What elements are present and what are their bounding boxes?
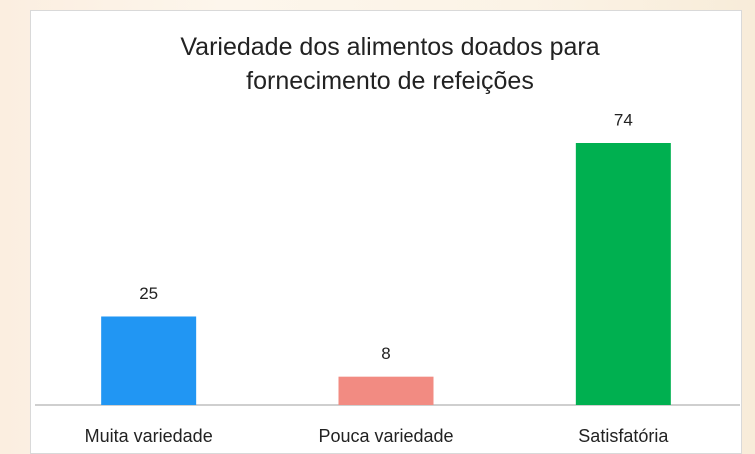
x-tick-label: Satisfatória: [578, 426, 669, 446]
bar: [575, 143, 671, 405]
value-label: 74: [614, 110, 633, 129]
bar: [101, 316, 197, 405]
x-tick-label: Muita variedade: [85, 426, 213, 446]
value-label: 8: [381, 344, 390, 363]
chart-title: Variedade dos alimentos doados para forn…: [180, 33, 600, 95]
bar: [338, 376, 434, 405]
value-label: 25: [139, 284, 158, 303]
x-tick-label: Pouca variedade: [318, 426, 453, 446]
